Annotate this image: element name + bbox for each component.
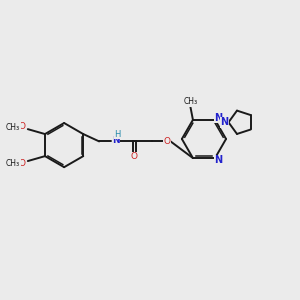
Text: CH₃: CH₃ <box>6 158 20 167</box>
Text: N: N <box>214 155 222 165</box>
Text: N: N <box>214 113 222 123</box>
Text: CH₃: CH₃ <box>183 97 197 106</box>
Text: N: N <box>112 136 120 146</box>
Text: N: N <box>220 117 228 127</box>
Text: H: H <box>114 130 120 139</box>
Text: CH₃: CH₃ <box>6 123 20 132</box>
Text: O: O <box>19 159 26 168</box>
Text: O: O <box>164 137 171 146</box>
Text: O: O <box>131 152 138 161</box>
Text: O: O <box>19 122 26 131</box>
